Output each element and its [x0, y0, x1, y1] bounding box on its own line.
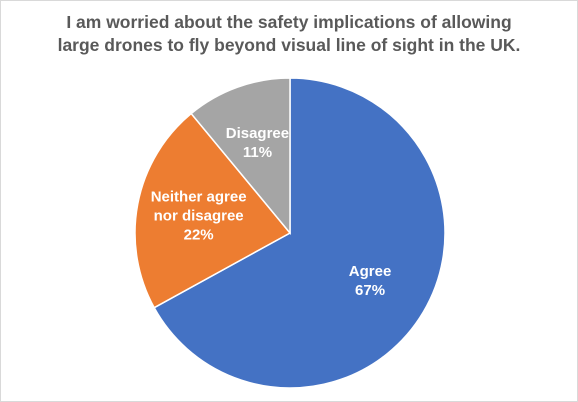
chart-title-line-2: large drones to fly beyond visual line o… — [57, 35, 521, 55]
data-label-disagree: Disagree 11% — [226, 125, 289, 161]
data-label-category: nor disagree — [154, 208, 244, 225]
data-label-agree: Agree 67% — [349, 263, 392, 299]
data-label-neither-agree-nor-disagree: Neither agree nor disagree 22% — [151, 189, 247, 244]
chart-title-line-1: I am worried about the safety implicatio… — [66, 12, 512, 32]
data-label-percent: 11% — [243, 144, 272, 161]
data-label-percent: 67% — [355, 282, 385, 299]
data-label-category: Agree — [349, 263, 392, 280]
chart-title: I am worried about the safety implicatio… — [1, 11, 577, 57]
pie-slice-agree — [153, 77, 446, 389]
pie-slice-neither-agree-nor-disagree — [134, 112, 292, 309]
data-label-percent: 22% — [184, 227, 214, 244]
data-label-category: Neither agree — [151, 189, 247, 206]
pie-slice-disagree — [190, 77, 291, 236]
data-label-category: Disagree — [226, 125, 289, 142]
